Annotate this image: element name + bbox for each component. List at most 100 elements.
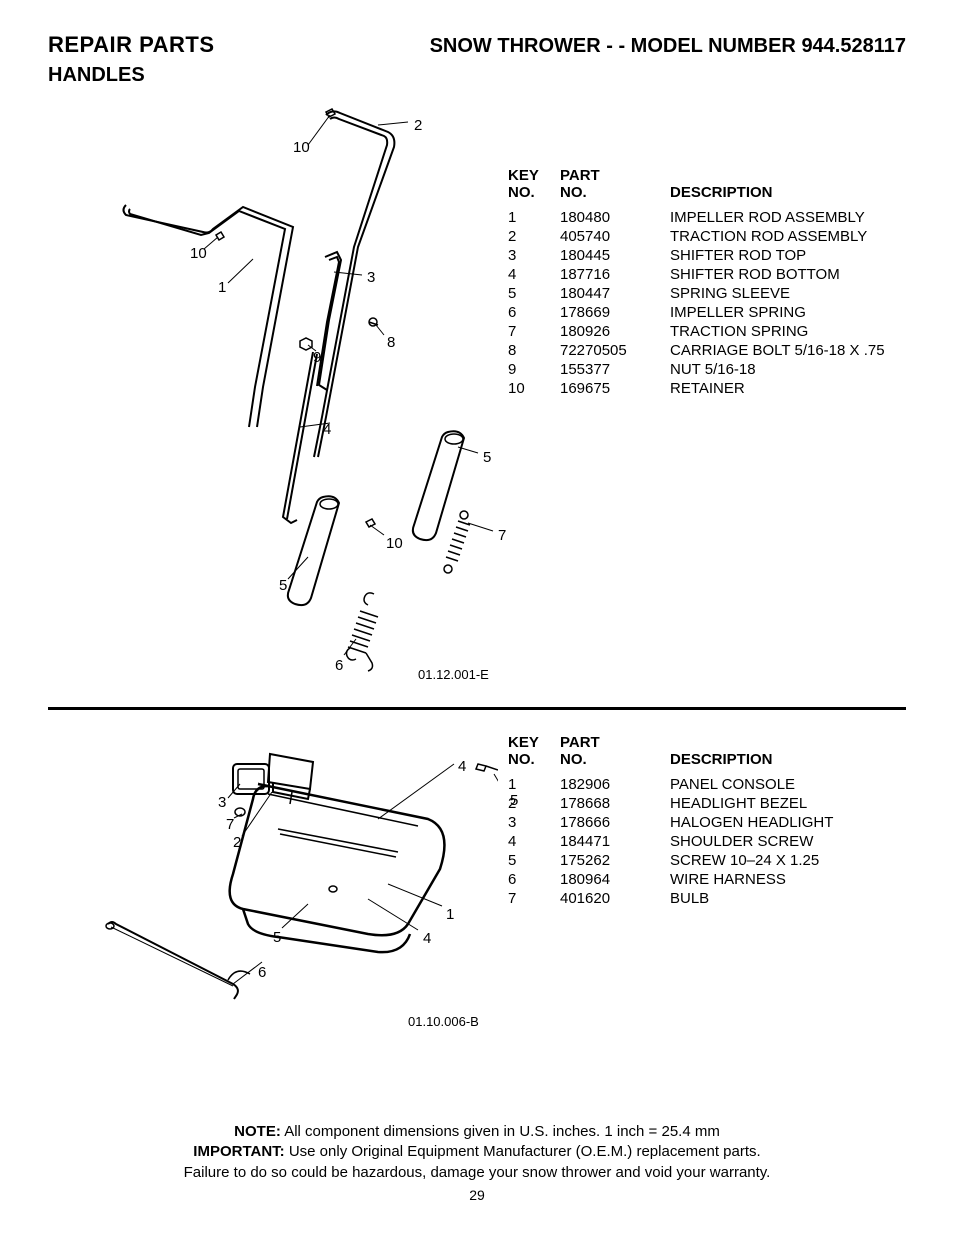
cell-part: 180480	[560, 208, 670, 227]
table-row: 1180480IMPELLER ROD ASSEMBLY	[508, 208, 895, 227]
callout-number: 5	[279, 577, 287, 594]
cell-key: 6	[508, 303, 560, 322]
table-row: 1182906PANEL CONSOLE	[508, 775, 843, 794]
table-row: 872270505CARRIAGE BOLT 5/16-18 X .75	[508, 341, 895, 360]
parts-table-console: KEYNO. PARTNO. DESCRIPTION 1182906PANEL …	[508, 734, 843, 908]
callout-number: 7	[498, 527, 506, 544]
cell-part: 182906	[560, 775, 670, 794]
cell-key: 2	[508, 794, 560, 813]
section-divider	[48, 707, 906, 710]
cell-part: 175262	[560, 851, 670, 870]
cell-desc: HALOGEN HEADLIGHT	[670, 813, 843, 832]
cell-desc: IMPELLER SPRING	[670, 303, 895, 322]
cell-part: 180964	[560, 870, 670, 889]
console-diagram: 453721546 01.10.006-B	[68, 734, 498, 1064]
product-title: SNOW THROWER - - MODEL NUMBER 944.528117	[430, 35, 906, 58]
table-row: 5180447SPRING SLEEVE	[508, 284, 895, 303]
cell-key: 4	[508, 265, 560, 284]
callout-number: 10	[293, 139, 310, 156]
cell-key: 3	[508, 813, 560, 832]
cell-desc: HEADLIGHT BEZEL	[670, 794, 843, 813]
callout-number: 1	[446, 906, 454, 923]
diagram2-label: 01.10.006-B	[408, 1014, 479, 1029]
cell-desc: SPRING SLEEVE	[670, 284, 895, 303]
cell-part: 180447	[560, 284, 670, 303]
product-label: SNOW THROWER - - MODEL NUMBER	[430, 35, 796, 57]
table-row: 9155377NUT 5/16-18	[508, 360, 895, 379]
cell-key: 4	[508, 832, 560, 851]
important-line: IMPORTANT: Use only Original Equipment M…	[48, 1142, 906, 1162]
cell-key: 7	[508, 322, 560, 341]
table-row: 10169675RETAINER	[508, 379, 895, 398]
cell-key: 3	[508, 246, 560, 265]
col-part: PARTNO.	[560, 734, 670, 775]
cell-desc: SHOULDER SCREW	[670, 832, 843, 851]
important-label: IMPORTANT:	[193, 1143, 284, 1160]
callout-number: 10	[386, 535, 403, 552]
callout-number: 7	[226, 816, 234, 833]
callout-number: 3	[367, 269, 375, 286]
col-desc: DESCRIPTION	[670, 734, 843, 775]
cell-part: 180445	[560, 246, 670, 265]
cell-key: 10	[508, 379, 560, 398]
table-row: 2405740TRACTION ROD ASSEMBLY	[508, 227, 895, 246]
cell-part: 184471	[560, 832, 670, 851]
cell-desc: SHIFTER ROD BOTTOM	[670, 265, 895, 284]
cell-desc: CARRIAGE BOLT 5/16-18 X .75	[670, 341, 895, 360]
cell-part: 178666	[560, 813, 670, 832]
callout-number: 4	[323, 421, 331, 438]
cell-part: 155377	[560, 360, 670, 379]
cell-desc: TRACTION ROD ASSEMBLY	[670, 227, 895, 246]
callout-number: 10	[190, 245, 207, 262]
table-row: 7401620BULB	[508, 889, 843, 908]
cell-key: 9	[508, 360, 560, 379]
table-row: 3178666HALOGEN HEADLIGHT	[508, 813, 843, 832]
important-text: Use only Original Equipment Manufacturer…	[289, 1143, 761, 1160]
table-row: 6180964WIRE HARNESS	[508, 870, 843, 889]
cell-part: 180926	[560, 322, 670, 341]
parts-table-handles: KEYNO. PARTNO. DESCRIPTION 1180480IMPELL…	[508, 167, 895, 398]
footer-notes: NOTE: All component dimensions given in …	[48, 1122, 906, 1183]
cell-key: 2	[508, 227, 560, 246]
cell-desc: NUT 5/16-18	[670, 360, 895, 379]
section-title: REPAIR PARTS	[48, 32, 215, 58]
handles-diagram: 2101013894510756 01.12.001-E	[68, 97, 498, 697]
table-row: 6178669IMPELLER SPRING	[508, 303, 895, 322]
console-section: 453721546 01.10.006-B KEYNO. PARTNO. DES…	[48, 734, 906, 1104]
cell-desc: PANEL CONSOLE	[670, 775, 843, 794]
console-svg	[68, 734, 498, 1034]
handles-svg	[68, 97, 498, 697]
cell-key: 7	[508, 889, 560, 908]
note-label: NOTE:	[234, 1123, 281, 1140]
callout-number: 5	[273, 929, 281, 946]
cell-key: 8	[508, 341, 560, 360]
cell-desc: SCREW 10–24 X 1.25	[670, 851, 843, 870]
cell-part: 178669	[560, 303, 670, 322]
callout-number: 6	[335, 657, 343, 674]
table-row: 5175262SCREW 10–24 X 1.25	[508, 851, 843, 870]
callout-number: 2	[414, 117, 422, 134]
diagram1-label: 01.12.001-E	[418, 667, 489, 682]
table-row: 4187716SHIFTER ROD BOTTOM	[508, 265, 895, 284]
col-key: KEYNO.	[508, 734, 560, 775]
cell-part: 178668	[560, 794, 670, 813]
warning-text: Failure to do so could be hazardous, dam…	[48, 1163, 906, 1183]
cell-part: 72270505	[560, 341, 670, 360]
callout-number: 2	[233, 834, 241, 851]
table-row: 2178668HEADLIGHT BEZEL	[508, 794, 843, 813]
page-header: REPAIR PARTS SNOW THROWER - - MODEL NUMB…	[48, 32, 906, 58]
callout-number: 8	[387, 334, 395, 351]
cell-key: 5	[508, 851, 560, 870]
table-row: 3180445SHIFTER ROD TOP	[508, 246, 895, 265]
callout-number: 4	[423, 930, 431, 947]
cell-part: 405740	[560, 227, 670, 246]
col-part: PARTNO.	[560, 167, 670, 208]
callout-number: 3	[218, 794, 226, 811]
cell-key: 1	[508, 208, 560, 227]
page-number: 29	[48, 1187, 906, 1203]
callout-number: 1	[218, 279, 226, 296]
sub-title: HANDLES	[48, 64, 906, 87]
cell-desc: BULB	[670, 889, 843, 908]
callout-number: 9	[313, 349, 321, 366]
col-key: KEYNO.	[508, 167, 560, 208]
